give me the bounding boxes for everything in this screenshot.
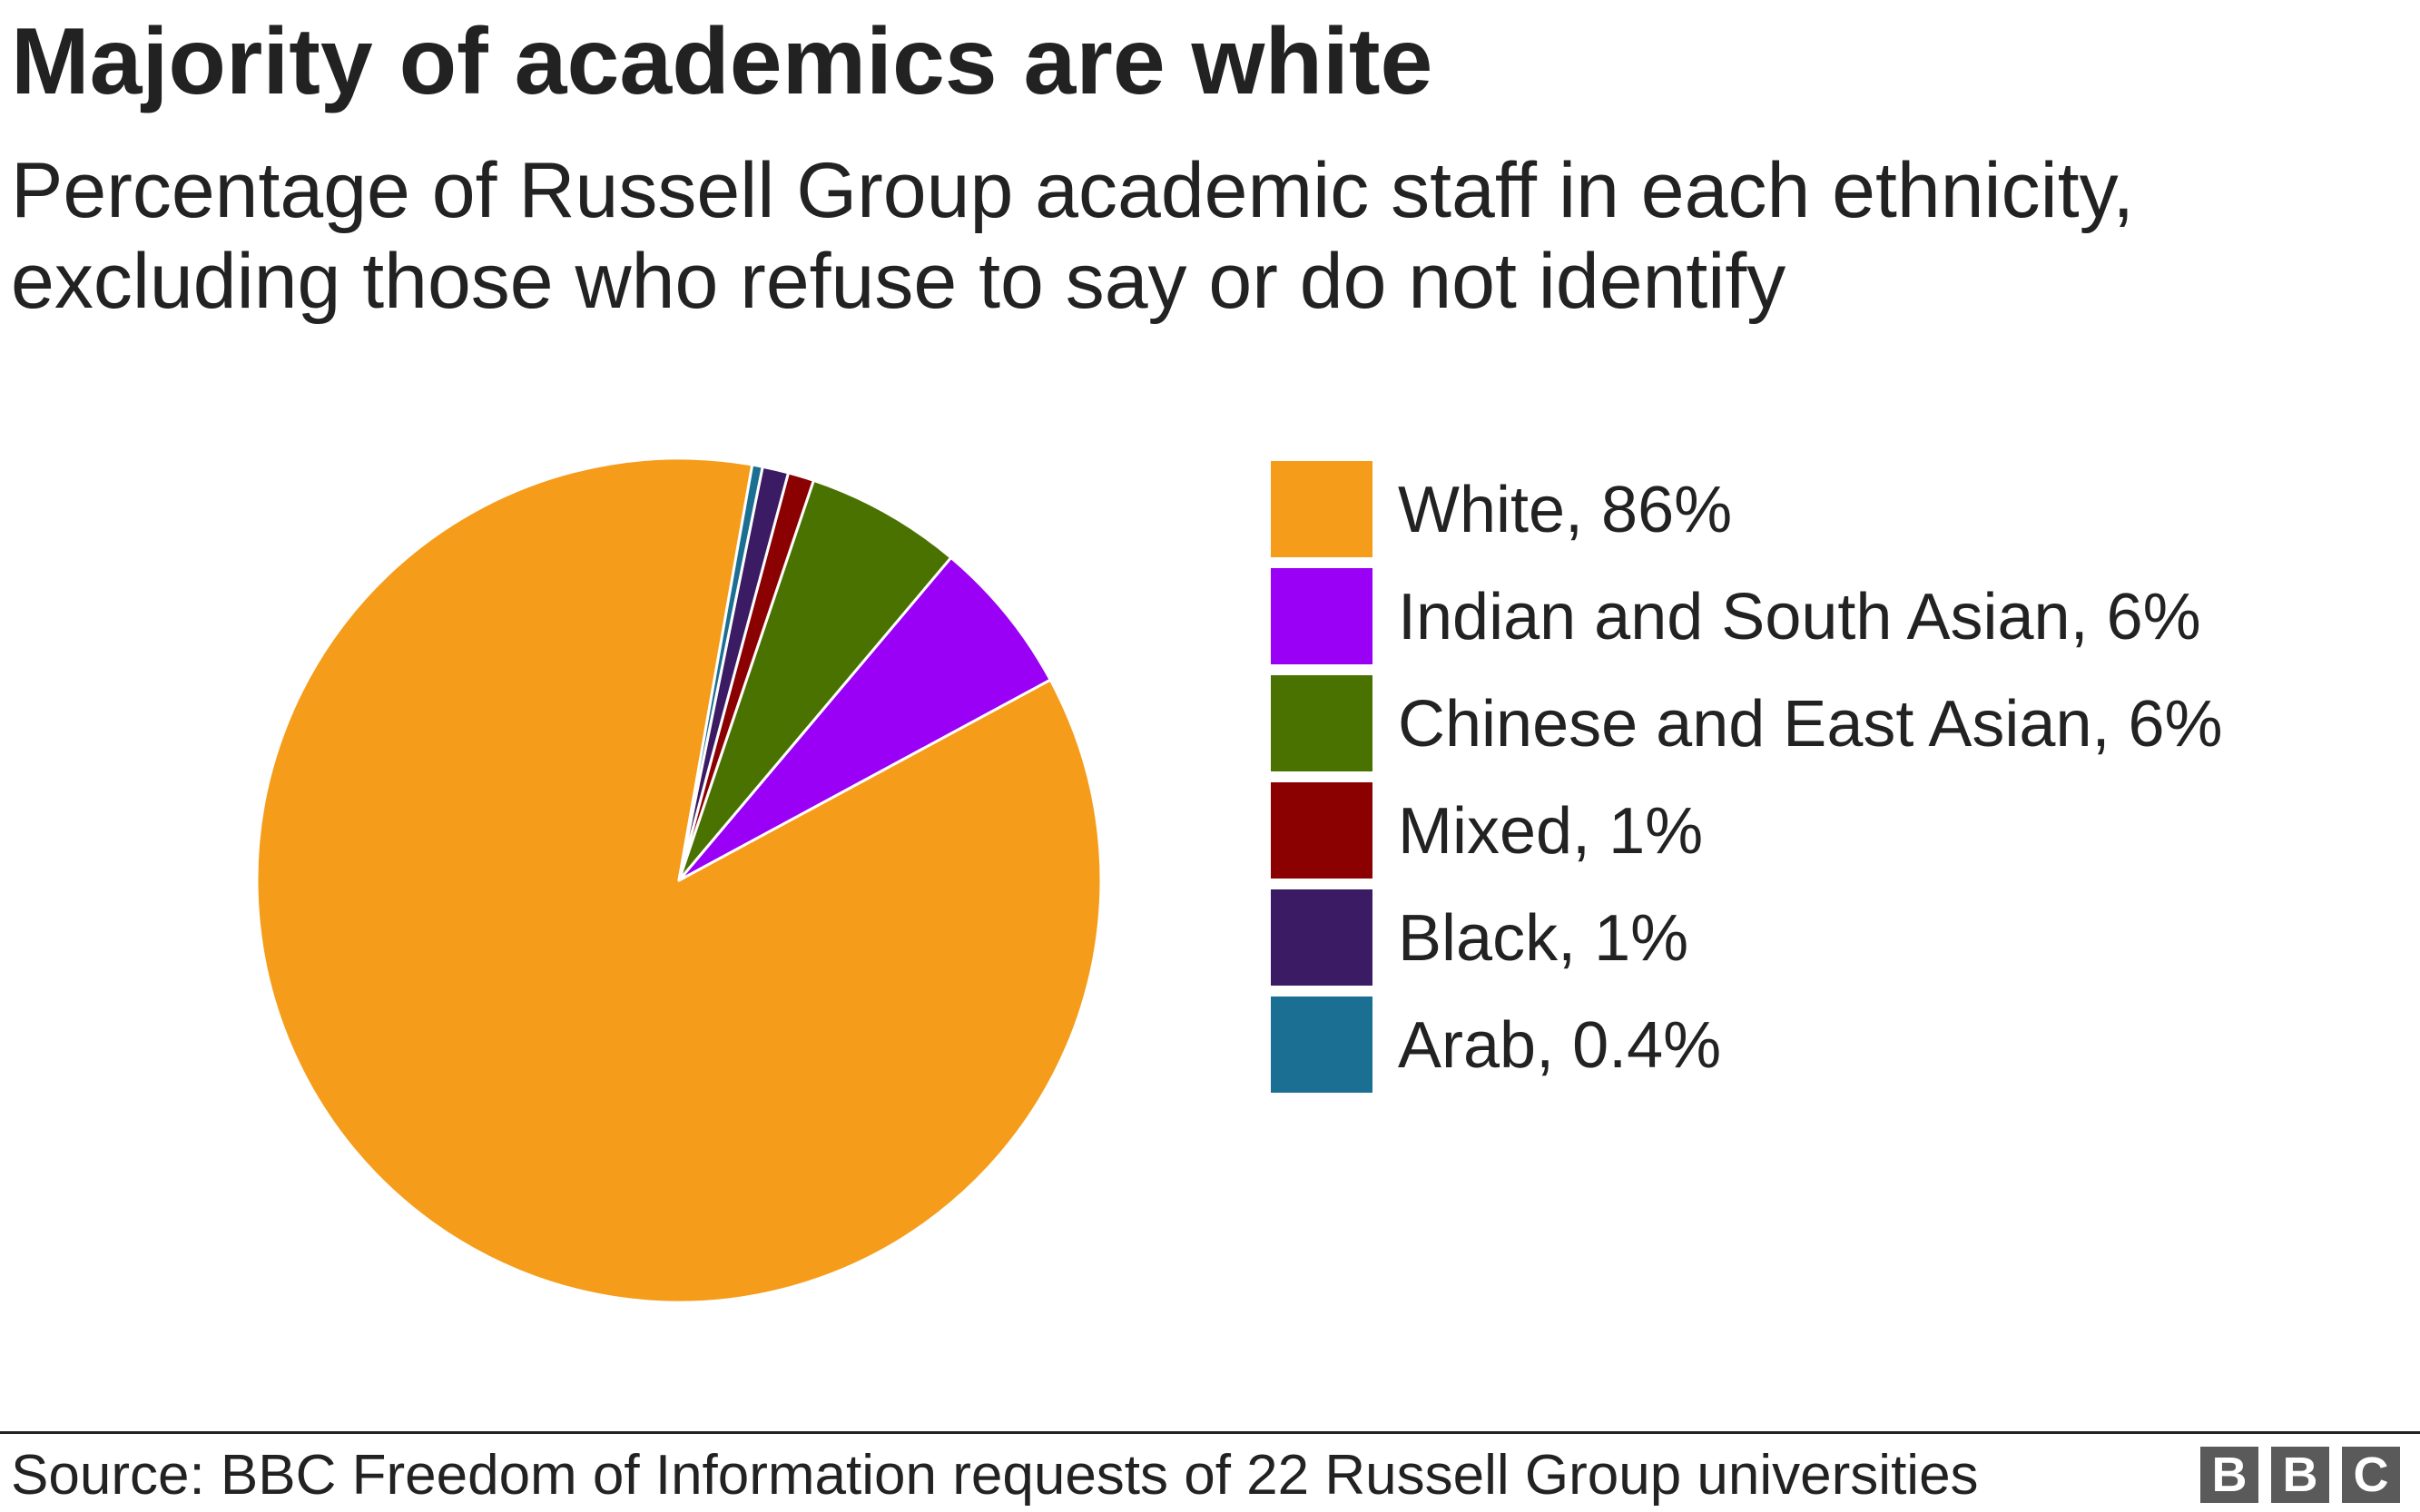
pie-slice-chinese-and-east-asian [677, 478, 953, 882]
legend-swatch [1271, 889, 1372, 986]
legend-label: Chinese and East Asian, 6% [1398, 688, 2223, 761]
legend-label: Black, 1% [1398, 902, 1689, 975]
footer-divider [0, 1431, 2420, 1434]
bbc-logo: B B C [2200, 1447, 2400, 1503]
logo-letter: B [2200, 1447, 2258, 1503]
legend-label: White, 86% [1398, 474, 1733, 546]
pie-slices [255, 457, 1103, 1304]
pie-slice-indian-and-south-asian [677, 555, 1052, 882]
legend-label: Arab, 0.4% [1398, 1009, 1722, 1082]
pie-chart [255, 457, 1103, 1304]
chart-subtitle: Percentage of Russell Group academic sta… [11, 147, 2135, 325]
legend-swatch [1271, 997, 1372, 1093]
legend-swatch [1271, 568, 1372, 664]
source-note: Source: BBC Freedom of Information reque… [11, 1444, 1979, 1507]
legend-swatch [1271, 461, 1372, 557]
logo-letter: B [2271, 1447, 2329, 1503]
logo-letter: C [2342, 1447, 2400, 1503]
legend-swatch [1271, 675, 1372, 771]
pie-slice-arab [677, 463, 764, 882]
legend-label: Mixed, 1% [1398, 795, 1704, 868]
legend-swatch [1271, 782, 1372, 879]
chart-title: Majority of academics are white [11, 9, 1433, 114]
legend-label: Indian and South Asian, 6% [1398, 581, 2201, 653]
